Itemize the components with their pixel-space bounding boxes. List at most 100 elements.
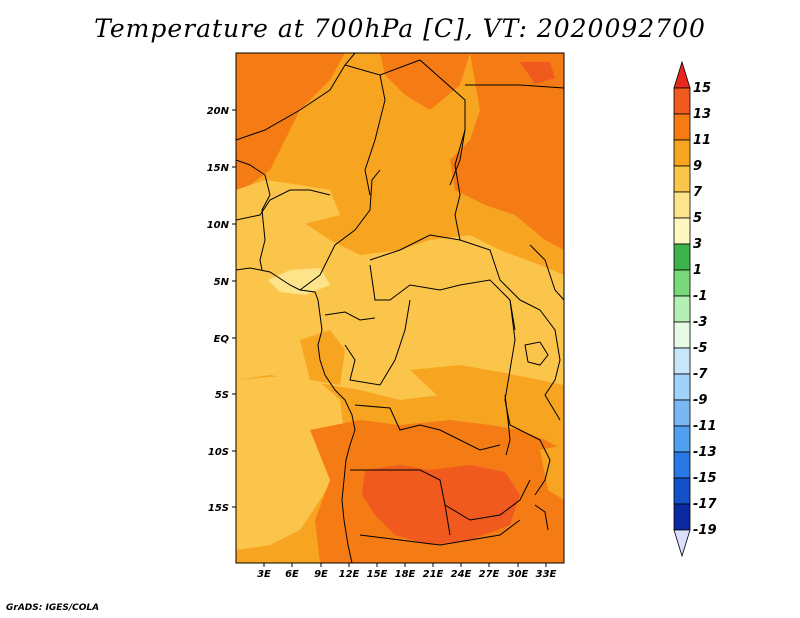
temperature-field — [236, 53, 564, 563]
colorbar-box — [673, 451, 691, 479]
colorbar-labels: 15 13 11 9 7 5 3 1 -1 -3 -5 -7 -9 -11 -1… — [693, 81, 717, 538]
border-east — [519, 299, 561, 421]
colorbar-box — [673, 477, 691, 505]
x-tick-labels: 3E 6E 9E 12E 15E 18E 21E 24E 27E 30E 33E — [257, 569, 556, 580]
x-tick-33e: 33E — [536, 569, 557, 580]
field-region-northwest — [236, 53, 345, 190]
border-sahara — [236, 53, 356, 141]
field-region-southwest-ocean — [236, 376, 345, 550]
cb-label-m5: -5 — [693, 341, 707, 356]
x-tick-15e: 15E — [367, 569, 388, 580]
cb-label-m3: -3 — [693, 315, 707, 330]
border-congo — [369, 264, 516, 331]
cb-label-m17: -17 — [693, 497, 717, 512]
cb-label-1: 1 — [693, 263, 702, 278]
colorbar-box — [673, 373, 691, 401]
border-drc-west — [344, 299, 411, 386]
x-tick-30e: 30E — [508, 569, 529, 580]
border-drc-south — [354, 404, 501, 451]
field-region-northeast — [450, 53, 564, 250]
colorbar-box — [673, 87, 691, 115]
x-tick-6e: 6E — [285, 569, 299, 580]
field-region-north-central — [380, 53, 470, 110]
x-tick-24e: 24E — [451, 569, 472, 580]
colorbar-top-arrow — [673, 60, 691, 89]
border-cameroon — [299, 169, 381, 291]
colorbar-bottom-arrow — [673, 529, 691, 558]
cb-label-5: 5 — [693, 211, 702, 226]
x-tick-18e: 18E — [395, 569, 416, 580]
colorbar-box — [673, 269, 691, 297]
x-tick-3e: 3E — [257, 569, 271, 580]
colorbar-box — [673, 425, 691, 453]
colorbar-box — [673, 295, 691, 323]
border-angola-zambia — [380, 469, 451, 536]
y-tick-5n: 5N — [214, 277, 230, 288]
y-tick-eq: EQ — [214, 334, 230, 345]
cb-label-9: 9 — [693, 159, 702, 174]
cb-label-3: 3 — [693, 237, 702, 252]
coastline-west — [236, 267, 356, 563]
field-region-east-orange — [410, 365, 564, 420]
grads-credit: GrADS: IGES/COLA — [6, 603, 100, 613]
field-region-south-hot — [362, 465, 520, 545]
plot-frame — [235, 52, 565, 564]
x-tick-27e: 27E — [479, 569, 500, 580]
y-tick-15n: 15N — [207, 163, 230, 174]
field-region-equatorial-orange — [300, 330, 345, 385]
colorbar-box — [673, 113, 691, 141]
y-tick-10s: 10S — [208, 447, 229, 458]
x-tick-9e: 9E — [314, 569, 328, 580]
cb-label-m11: -11 — [693, 419, 717, 434]
country-borders — [236, 53, 564, 563]
colorbar-box — [673, 321, 691, 349]
border-zambia-south — [444, 479, 531, 521]
field-region-southeast-orange — [540, 445, 564, 500]
border-sudan-chad — [454, 129, 466, 241]
colorbar-boxes — [673, 87, 691, 531]
border-lake-tanganyika — [504, 394, 511, 456]
cb-label-m19: -19 — [693, 523, 717, 538]
colorbar-box — [673, 243, 691, 271]
field-region-northeast-hot — [520, 62, 555, 84]
map-title: Temperature at 700hPa [C], VT: 202009270… — [94, 14, 706, 43]
y-tick-labels: 20N 15N 10N 5N EQ 5S 10S 15S — [207, 106, 230, 514]
cb-label-7: 7 — [693, 185, 703, 200]
cb-label-15: 15 — [693, 81, 711, 96]
colorbar-box — [673, 217, 691, 245]
border-lake-malawi — [534, 504, 549, 531]
cb-label-m15: -15 — [693, 471, 717, 486]
x-tick-12e: 12E — [339, 569, 360, 580]
y-tick-5s: 5S — [215, 390, 229, 401]
border-libya-sudan — [379, 59, 466, 186]
border-gabon — [324, 311, 376, 321]
border-egypt — [465, 84, 564, 89]
x-tick-21e: 21E — [423, 569, 444, 580]
cb-label-m1: -1 — [693, 289, 707, 304]
y-tick-15s: 15S — [208, 503, 229, 514]
cb-label-m7: -7 — [693, 367, 708, 382]
border-kenya — [529, 244, 564, 301]
border-lakes — [504, 299, 521, 431]
axis-ticks — [232, 109, 547, 567]
y-tick-20n: 20N — [207, 106, 230, 117]
colorbar-box — [673, 165, 691, 193]
colorbar: 15 13 11 9 7 5 3 1 -1 -3 -5 -7 -9 -11 -1… — [673, 60, 717, 558]
border-west-africa — [236, 159, 271, 271]
colorbar-box — [673, 139, 691, 167]
colorbar-box — [673, 191, 691, 219]
border-nigeria — [236, 189, 331, 221]
colorbar-box — [673, 347, 691, 375]
colorbar-box — [673, 503, 691, 531]
cb-label-m9: -9 — [693, 393, 707, 408]
border-south-belt — [359, 519, 521, 546]
border-lake-victoria — [524, 341, 549, 366]
colorbar-box — [673, 399, 691, 427]
field-region-cool-coast — [268, 268, 330, 295]
cb-label-13: 13 — [693, 107, 711, 122]
cb-label-m13: -13 — [693, 445, 717, 460]
border-chad-north — [344, 64, 386, 196]
border-tanzania — [519, 429, 551, 496]
cb-label-11: 11 — [693, 133, 711, 148]
